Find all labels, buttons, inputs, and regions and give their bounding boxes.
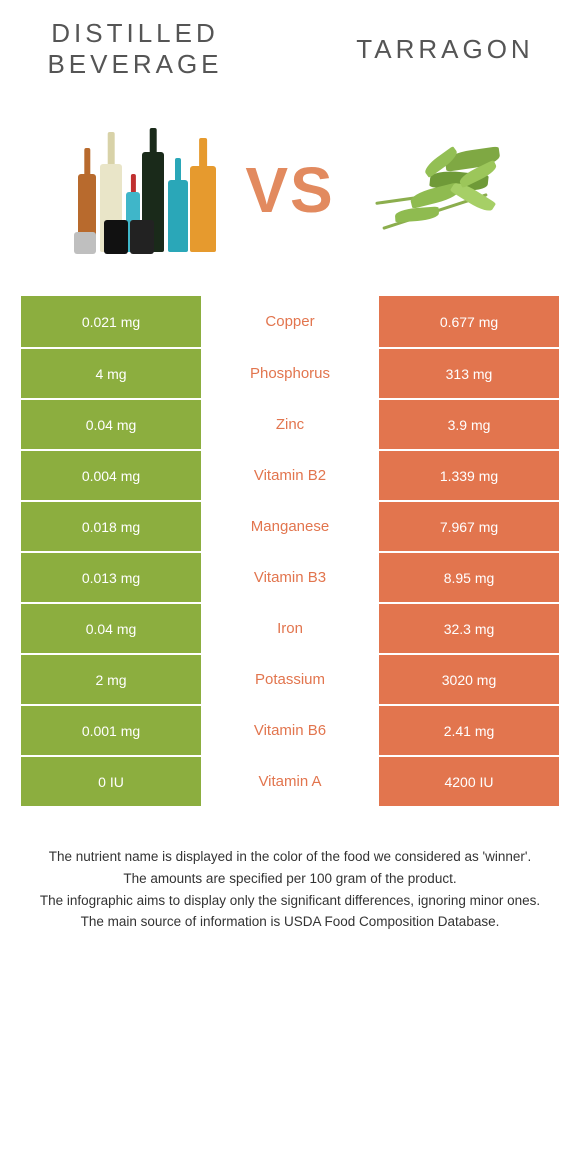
left-value-cell: 0.018 mg (21, 502, 201, 551)
left-food-title: DISTILLED BEVERAGE (30, 18, 240, 80)
nutrient-name-cell: Vitamin B6 (201, 706, 379, 755)
left-value-cell: 0.004 mg (21, 451, 201, 500)
table-row: 0.04 mgZinc3.9 mg (21, 398, 559, 449)
left-value-cell: 4 mg (21, 349, 201, 398)
right-value-cell: 7.967 mg (379, 502, 559, 551)
nutrient-comparison-table: 0.021 mgCopper0.677 mg4 mgPhosphorus313 … (20, 295, 560, 807)
table-row: 0.018 mgManganese7.967 mg (21, 500, 559, 551)
footer-notes: The nutrient name is displayed in the co… (0, 807, 580, 931)
footer-line: The amounts are specified per 100 gram o… (20, 869, 560, 889)
right-value-cell: 0.677 mg (379, 296, 559, 347)
right-value-cell: 1.339 mg (379, 451, 559, 500)
nutrient-name-cell: Iron (201, 604, 379, 653)
footer-line: The main source of information is USDA F… (20, 912, 560, 932)
left-food-image (55, 115, 235, 265)
herb-leaf-icon (394, 207, 439, 223)
footer-line: The infographic aims to display only the… (20, 891, 560, 911)
table-row: 0 IUVitamin A4200 IU (21, 755, 559, 806)
right-value-cell: 2.41 mg (379, 706, 559, 755)
left-value-cell: 0.021 mg (21, 296, 201, 347)
left-value-cell: 0.04 mg (21, 400, 201, 449)
right-value-cell: 3020 mg (379, 655, 559, 704)
can-icon (104, 220, 128, 254)
table-row: 0.021 mgCopper0.677 mg (21, 296, 559, 347)
nutrient-name-cell: Zinc (201, 400, 379, 449)
vs-label: VS (245, 153, 334, 227)
right-value-cell: 4200 IU (379, 757, 559, 806)
left-value-cell: 0.001 mg (21, 706, 201, 755)
table-row: 4 mgPhosphorus313 mg (21, 347, 559, 398)
comparison-header: DISTILLED BEVERAGE TARRAGON (0, 0, 580, 90)
right-food-title: TARRAGON (340, 34, 550, 65)
right-value-cell: 3.9 mg (379, 400, 559, 449)
nutrient-name-cell: Potassium (201, 655, 379, 704)
nutrient-name-cell: Vitamin B3 (201, 553, 379, 602)
right-value-cell: 313 mg (379, 349, 559, 398)
bottle-icon (168, 180, 188, 252)
can-icon (74, 232, 96, 254)
left-value-cell: 0.013 mg (21, 553, 201, 602)
nutrient-name-cell: Copper (201, 296, 379, 347)
table-row: 2 mgPotassium3020 mg (21, 653, 559, 704)
left-value-cell: 2 mg (21, 655, 201, 704)
right-food-image (345, 115, 525, 265)
can-icon (130, 220, 154, 254)
table-row: 0.001 mgVitamin B62.41 mg (21, 704, 559, 755)
vs-row: VS (0, 90, 580, 295)
bottle-icon (190, 166, 216, 252)
nutrient-name-cell: Manganese (201, 502, 379, 551)
right-value-cell: 32.3 mg (379, 604, 559, 653)
left-value-cell: 0 IU (21, 757, 201, 806)
table-row: 0.013 mgVitamin B38.95 mg (21, 551, 559, 602)
nutrient-name-cell: Vitamin A (201, 757, 379, 806)
table-row: 0.04 mgIron32.3 mg (21, 602, 559, 653)
table-row: 0.004 mgVitamin B21.339 mg (21, 449, 559, 500)
right-value-cell: 8.95 mg (379, 553, 559, 602)
nutrient-name-cell: Phosphorus (201, 349, 379, 398)
left-value-cell: 0.04 mg (21, 604, 201, 653)
nutrient-name-cell: Vitamin B2 (201, 451, 379, 500)
footer-line: The nutrient name is displayed in the co… (20, 847, 560, 867)
